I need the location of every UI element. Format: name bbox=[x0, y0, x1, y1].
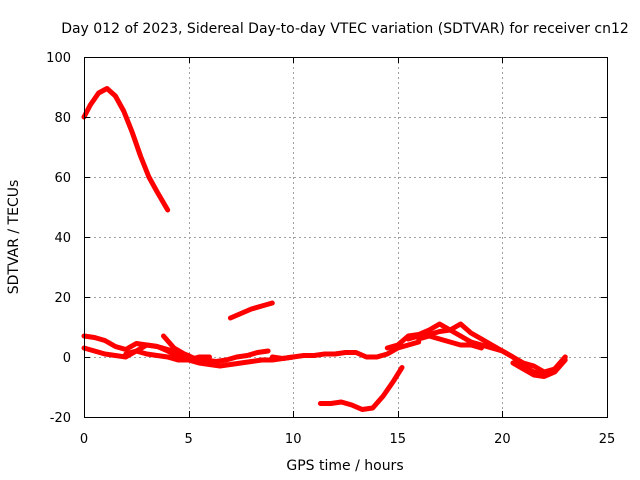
series-line-arc-1 bbox=[81, 86, 171, 213]
series-line-arc-12 bbox=[510, 357, 568, 379]
y-tick-label: 40 bbox=[54, 231, 71, 246]
y-tick-label: 80 bbox=[54, 111, 71, 126]
series-line-arc-6 bbox=[227, 300, 275, 321]
series-line-arc-10 bbox=[405, 321, 568, 378]
y-tick-label: 20 bbox=[54, 291, 71, 306]
y-tick-label: -20 bbox=[50, 411, 71, 426]
series-line-arc-11 bbox=[416, 333, 484, 351]
y-tick-labels: -20 0 20 40 60 80 100 bbox=[46, 51, 71, 426]
x-axis-label: GPS time / hours bbox=[286, 458, 403, 474]
series-line-arc-4 bbox=[123, 342, 296, 369]
chart-title: Day 012 of 2023, Sidereal Day-to-day VTE… bbox=[61, 21, 629, 37]
x-tick-labels: 0 5 10 15 20 25 bbox=[80, 432, 615, 447]
series-line-arc-7 bbox=[269, 339, 422, 361]
x-tick-label: 5 bbox=[184, 432, 192, 447]
series-line-arc-5 bbox=[161, 333, 271, 364]
series-line-arc-8 bbox=[317, 365, 405, 412]
x-tick-label: 15 bbox=[390, 432, 407, 447]
x-tick-label: 20 bbox=[494, 432, 511, 447]
x-tick-label: 25 bbox=[599, 432, 616, 447]
y-tick-label: 60 bbox=[54, 171, 71, 186]
y-axis-label: SDTVAR / TECUs bbox=[6, 180, 22, 295]
x-tick-label: 0 bbox=[80, 432, 88, 447]
y-tick-label: 100 bbox=[46, 51, 71, 66]
y-tick-label: 0 bbox=[63, 351, 71, 366]
grid bbox=[84, 57, 607, 417]
axis-ticks bbox=[84, 57, 608, 418]
x-tick-label: 10 bbox=[285, 432, 302, 447]
series-group bbox=[81, 86, 568, 412]
